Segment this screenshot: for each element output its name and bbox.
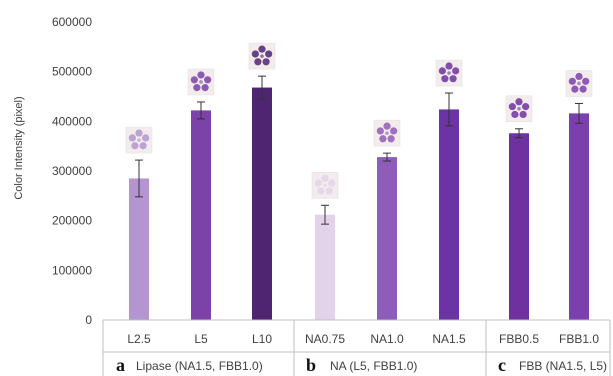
x-tick-label: L2.5 [127, 332, 151, 346]
x-tick-label: FBB0.5 [499, 332, 539, 346]
y-tick-label: 100000 [52, 263, 92, 277]
y-tick-label: 600000 [52, 15, 92, 29]
bars [129, 87, 589, 321]
bar-fbb0-5 [509, 133, 529, 320]
y-axis-label: Color Intensity (pixel) [13, 96, 25, 199]
category-groups: a Lipase (NA1.5, FBB1.0) b NA (L5, FBB1.0) c… [116, 355, 607, 375]
y-tick-label: 200000 [52, 214, 92, 228]
x-tick-label: L10 [252, 332, 272, 346]
flower-spot-icon [505, 95, 533, 123]
error-bar [258, 75, 266, 100]
flower-spot-icon [125, 126, 153, 154]
error-bar [135, 159, 143, 198]
flower-spot-icon [311, 172, 339, 199]
bar-l2-5 [129, 178, 149, 320]
x-tick-label: FBB1.0 [559, 332, 599, 346]
inset-images [125, 42, 593, 199]
flower-spot-icon [187, 68, 215, 96]
y-tick-label: 300000 [52, 164, 92, 178]
error-bar [575, 102, 583, 124]
error-bar [515, 128, 523, 139]
x-axis: L2.5 L5 L10 NA0.75 NA1.0 NA1.5 FBB0.5 FBB1.0 [102, 319, 611, 376]
x-tick-label: L5 [194, 332, 208, 346]
bar-l10 [252, 87, 272, 320]
group-label: Lipase (NA1.5, FBB1.0) [136, 359, 263, 373]
bar-l5 [191, 110, 211, 320]
error-bar [383, 152, 391, 162]
y-tick-label: 500000 [52, 65, 92, 79]
bar-fbb1-0 [569, 113, 589, 321]
error-bar [321, 204, 329, 225]
group-label: FBB (NA1.5, L5) [519, 359, 607, 373]
error-bar [445, 92, 453, 127]
group-letter: c [498, 355, 506, 375]
group-label: NA (L5, FBB1.0) [330, 359, 417, 373]
x-tick-label: NA1.0 [370, 332, 404, 346]
group-letter: b [306, 355, 316, 375]
flower-spot-icon [373, 119, 401, 147]
bar-na1-5 [439, 109, 459, 320]
error-bars [135, 75, 583, 225]
y-tick-label: 400000 [52, 114, 92, 128]
y-tick-label: 0 [85, 313, 92, 327]
flower-spot-icon [565, 70, 593, 97]
flower-spot-icon [248, 42, 276, 70]
y-axis: 0 100000 200000 300000 400000 500000 600000 [52, 15, 92, 327]
group-letter: a [116, 355, 125, 375]
bar-na0-75 [315, 214, 335, 320]
bar-na1-0 [377, 157, 397, 320]
error-bar [197, 101, 205, 120]
flower-spot-icon [435, 59, 463, 87]
x-tick-label: NA0.75 [305, 332, 345, 346]
x-tick-label: NA1.5 [432, 332, 466, 346]
